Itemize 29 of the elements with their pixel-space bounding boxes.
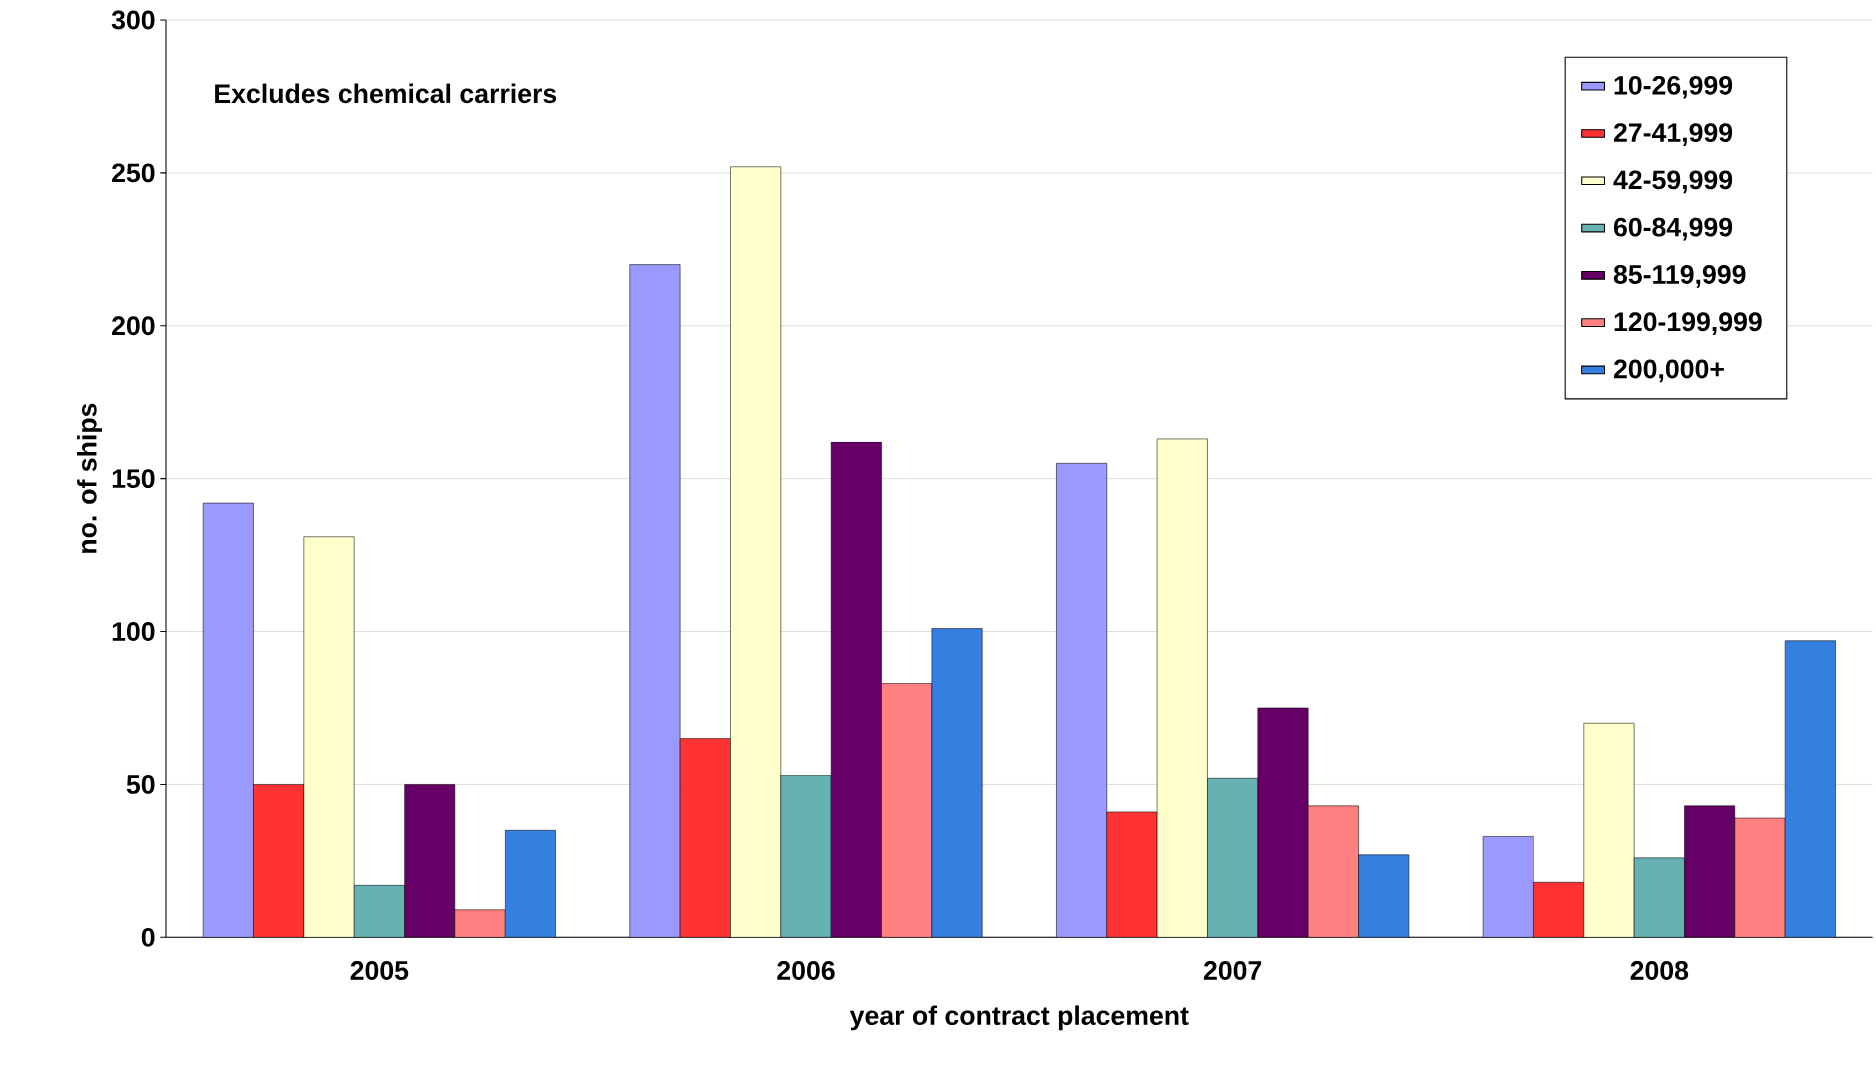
y-tick-label: 50 (126, 774, 155, 794)
legend-label: 10-26,999 (1614, 75, 1733, 99)
y-tick-label: 0 (141, 927, 155, 947)
bar (1583, 722, 1635, 938)
bar (730, 166, 782, 938)
legend-label: 120-199,999 (1614, 312, 1762, 335)
x-axis-title: year of contract placement (849, 1005, 1189, 1031)
bar (303, 536, 355, 938)
bar (1734, 817, 1786, 938)
legend-label: 42-59,999 (1613, 170, 1733, 194)
legend-label: 60-84,999 (1613, 217, 1733, 241)
y-tick-label: 200 (112, 316, 155, 336)
annotation: Excludes chemical carriers (215, 83, 557, 103)
x-tick-label: 2008 (1630, 960, 1689, 980)
bar (1156, 438, 1208, 938)
bar (881, 683, 933, 938)
legend-label: 200,000+ (1613, 359, 1724, 383)
bar (1307, 805, 1359, 938)
y-tick-label: 300 (111, 10, 155, 30)
x-tick-label: 2007 (1203, 960, 1262, 980)
legend-label: 85-119,999 (1613, 264, 1746, 288)
x-tick-label: 2006 (777, 960, 835, 980)
bar (454, 909, 506, 938)
y-tick-label: 250 (112, 163, 155, 183)
y-tick-label: 100 (112, 621, 155, 641)
legend-label: 27-41,999 (1613, 123, 1733, 146)
y-axis-title: no. of ships (77, 403, 102, 553)
y-tick-label: 150 (112, 469, 155, 488)
x-tick-label: 2005 (350, 960, 409, 980)
